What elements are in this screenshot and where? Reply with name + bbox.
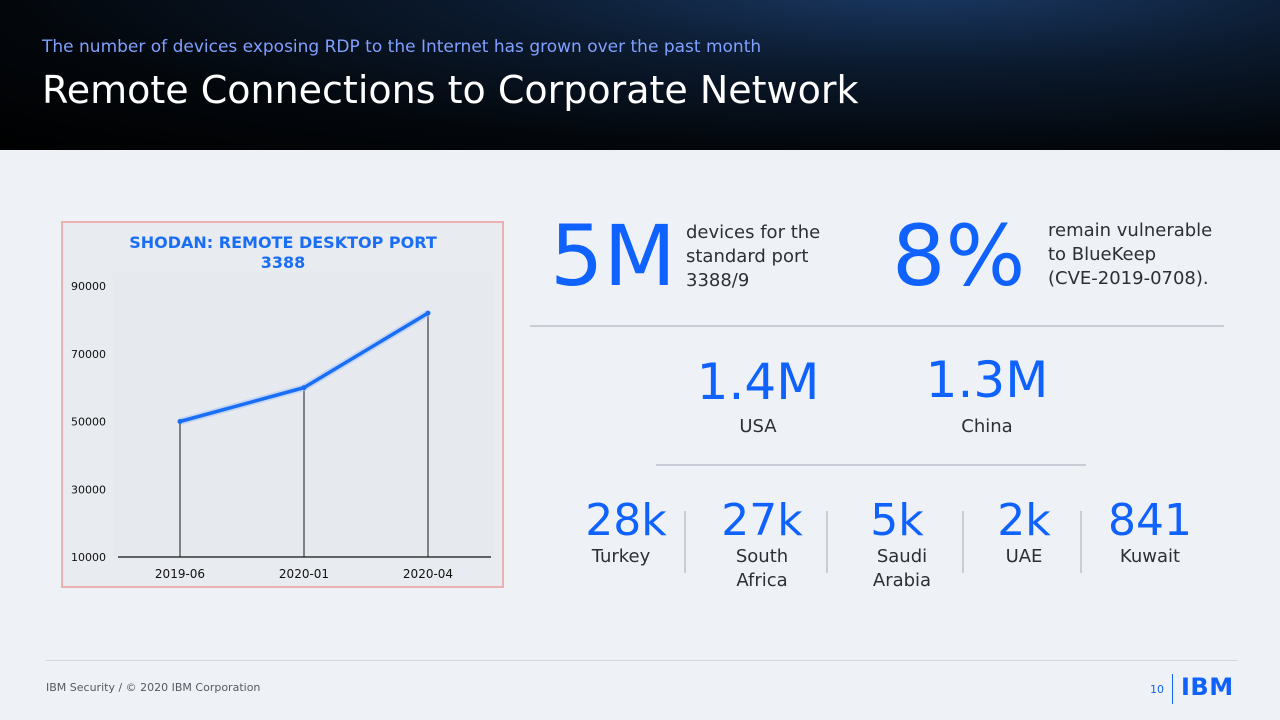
chart-title-line: 3388 [261, 253, 306, 272]
x-tick-label: 2020-01 [279, 567, 329, 581]
logo-separator [1172, 674, 1173, 704]
stat-total-desc-line: standard port [686, 246, 809, 267]
data-point [177, 419, 183, 424]
stat-uae-value: 2k [997, 495, 1051, 546]
slide-title: Remote Connections to Corporate Network [42, 68, 859, 112]
stat-usa-label: USA [739, 416, 777, 437]
regional-separator [1080, 511, 1082, 573]
stat-kuwait-label: Kuwait [1119, 546, 1181, 567]
stat-kuwait-value: 841 [1108, 495, 1192, 546]
stat-total-desc: devices for the standard port 3388/9 [686, 221, 820, 293]
stat-vulnerable-desc: remain vulnerable to BlueKeep (CVE-2019-… [1048, 219, 1212, 291]
regional-separator [962, 511, 964, 573]
footer-rule [46, 660, 1238, 661]
chart-title-line: SHODAN: REMOTE DESKTOP PORT [129, 233, 437, 252]
page-number: 10 [1150, 683, 1164, 696]
stat-total-value: 5M [550, 207, 676, 305]
regional-separator [684, 511, 686, 573]
y-tick-label: 30000 [71, 483, 106, 496]
header-banner [0, 0, 1280, 150]
stat-south-africa-label: South Africa [735, 546, 789, 591]
stat-china-value: 1.3M [925, 351, 1049, 409]
regional-divider [656, 464, 1086, 466]
x-tick-label: 2020-04 [403, 567, 453, 581]
stat-vulnerable-desc-line: (CVE-2019-0708). [1048, 268, 1209, 289]
data-point [425, 310, 431, 316]
stat-saudi-arabia-value: 5k [870, 495, 924, 546]
stat-vulnerable-desc-line: remain vulnerable [1048, 220, 1213, 241]
shodan-chart-panel: SHODAN: REMOTE DESKTOP PORT 3388 10000 3000… [61, 221, 504, 588]
slide-subtitle: The number of devices exposing RDP to th… [42, 37, 762, 57]
stats-divider [530, 325, 1224, 327]
stat-vulnerable-desc-line: to BlueKeep [1048, 244, 1157, 265]
x-tick-label: 2019-06 [155, 567, 205, 581]
stat-turkey-label: Turkey [591, 546, 651, 567]
y-tick-label: 50000 [71, 416, 106, 429]
y-tick-label: 10000 [71, 551, 106, 564]
stat-south-africa-value: 27k [721, 495, 803, 546]
y-tick-label: 90000 [71, 280, 106, 293]
stat-turkey-value: 28k [585, 495, 667, 546]
data-point [301, 385, 307, 391]
stat-usa-value: 1.4M [696, 353, 820, 411]
stat-total-desc-line: devices for the [686, 222, 821, 243]
plot-area [113, 273, 493, 557]
stat-uae-label: UAE [1005, 546, 1043, 567]
regional-separator [826, 511, 828, 573]
footer-copyright: IBM Security / © 2020 IBM Corporation [46, 681, 261, 694]
ibm-logo: IBM [1181, 673, 1234, 701]
stat-vulnerable-value: 8% [892, 207, 1026, 305]
stat-china-label: China [961, 416, 1013, 437]
stat-saudi-arabia-label: Saudi Arabia [872, 546, 932, 591]
stat-total-desc-line: 3388/9 [686, 270, 750, 291]
y-tick-label: 70000 [71, 348, 106, 361]
